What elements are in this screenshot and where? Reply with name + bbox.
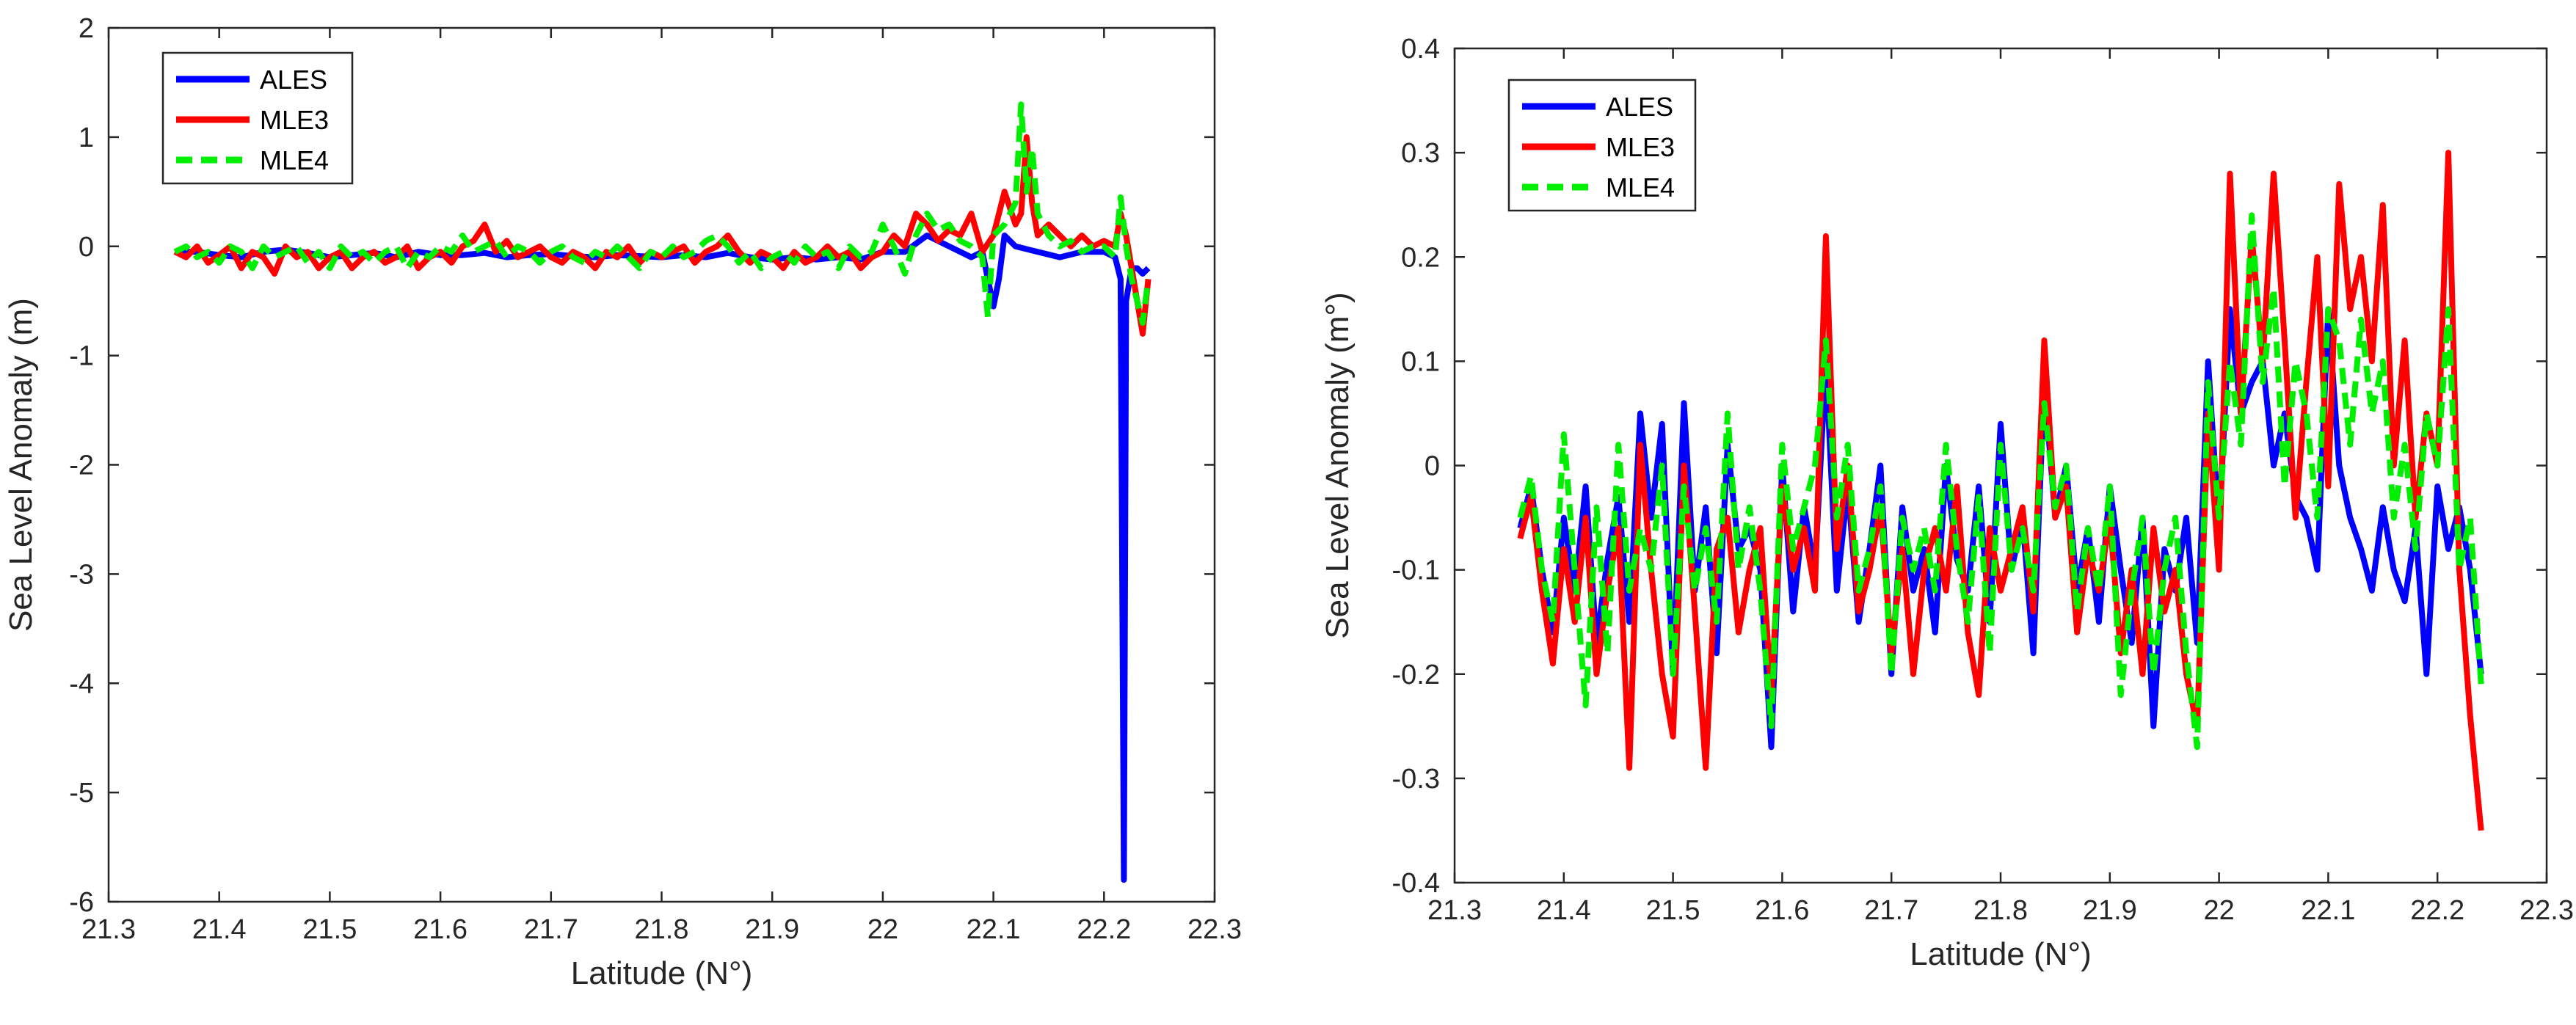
series-group: [173, 101, 1151, 883]
y-tick-label: -5: [69, 778, 94, 809]
y-tick-label: -1: [69, 341, 94, 372]
x-tick-label: 21.7: [524, 914, 578, 945]
x-tick-label: 21.6: [413, 914, 467, 945]
x-tick-label: 21.9: [2083, 895, 2137, 926]
y-tick-label: 0: [1425, 451, 1440, 482]
legend: ALES MLE3 MLE4: [161, 51, 354, 185]
x-tick-label: 22.3: [1187, 914, 1242, 945]
x-tick-label: 21.4: [1537, 895, 1591, 926]
x-axis-label: Latitude (N°): [571, 955, 752, 991]
chart-1: 21.3 21.4 21.5 21.6 21.7 21.8 21.9 22 22.1 22.2 22…: [3, 13, 1242, 991]
y-tick-label: 0: [79, 232, 94, 263]
y-tick-label: -0.2: [1392, 660, 1440, 690]
x-tick-label: 21.3: [81, 914, 136, 945]
series-line-mle3: [1517, 150, 2484, 831]
x-tick-label: 22: [867, 914, 898, 945]
y-tick-label: -6: [69, 887, 94, 918]
y-tick-label: -0.3: [1392, 764, 1440, 795]
y-axis-label: Sea Level Anomaly (m): [3, 298, 39, 632]
y-tick-label: -0.1: [1392, 555, 1440, 586]
x-tick-label: 22.1: [2301, 895, 2355, 926]
chart-2: 21.3 21.4 21.5 21.6 21.7 21.8 21.9 22 22.1 22.2 22…: [1320, 34, 2574, 972]
legend-label-mle4: MLE4: [260, 145, 329, 175]
x-tick-label: 21.5: [302, 914, 357, 945]
x-tick-label: 21.5: [1646, 895, 1700, 926]
x-tick-label: 21.8: [635, 914, 689, 945]
y-tick-label: 0.1: [1401, 346, 1440, 377]
y-tick-label: -3: [69, 559, 94, 590]
x-axis-label: Latitude (N°): [1910, 936, 2091, 972]
legend-label-mle4: MLE4: [1606, 172, 1675, 203]
legend: ALES MLE3 MLE4: [1507, 79, 1697, 212]
y-axis-label: Sea Level Anomaly (m°): [1320, 292, 1356, 638]
x-tick-label: 22.2: [1077, 914, 1131, 945]
y-tick-label: -2: [69, 451, 94, 481]
series-group: [1517, 150, 2484, 831]
x-tick-label: 22.3: [2519, 895, 2574, 926]
legend-label-ales: ALES: [1606, 92, 1673, 122]
y-tick-label: 0.2: [1401, 242, 1440, 273]
x-tick-label: 21.9: [745, 914, 799, 945]
legend-label-ales: ALES: [260, 65, 327, 95]
legend-label-mle3: MLE3: [260, 105, 329, 135]
y-tick-label: 0.3: [1401, 138, 1440, 169]
x-tick-label: 22.1: [967, 914, 1021, 945]
y-tick-label: 1: [79, 123, 94, 153]
x-tick-label: 21.4: [192, 914, 247, 945]
y-tick-label: -0.4: [1392, 868, 1440, 899]
x-tick-label: 21.7: [1864, 895, 1918, 926]
y-tick-label: 0.4: [1401, 34, 1440, 65]
x-tick-label: 21.3: [1427, 895, 1482, 926]
series-line-mle4: [1517, 212, 2484, 751]
x-tick-label: 21.6: [1755, 895, 1809, 926]
x-tick-label: 22.2: [2410, 895, 2464, 926]
y-tick-label: -4: [69, 668, 94, 699]
series-line-mle4: [173, 101, 1151, 326]
legend-label-mle3: MLE3: [1606, 132, 1675, 162]
y-tick-label: 2: [79, 13, 94, 44]
x-tick-label: 22: [2203, 895, 2234, 926]
x-tick-label: 21.8: [1973, 895, 2028, 926]
